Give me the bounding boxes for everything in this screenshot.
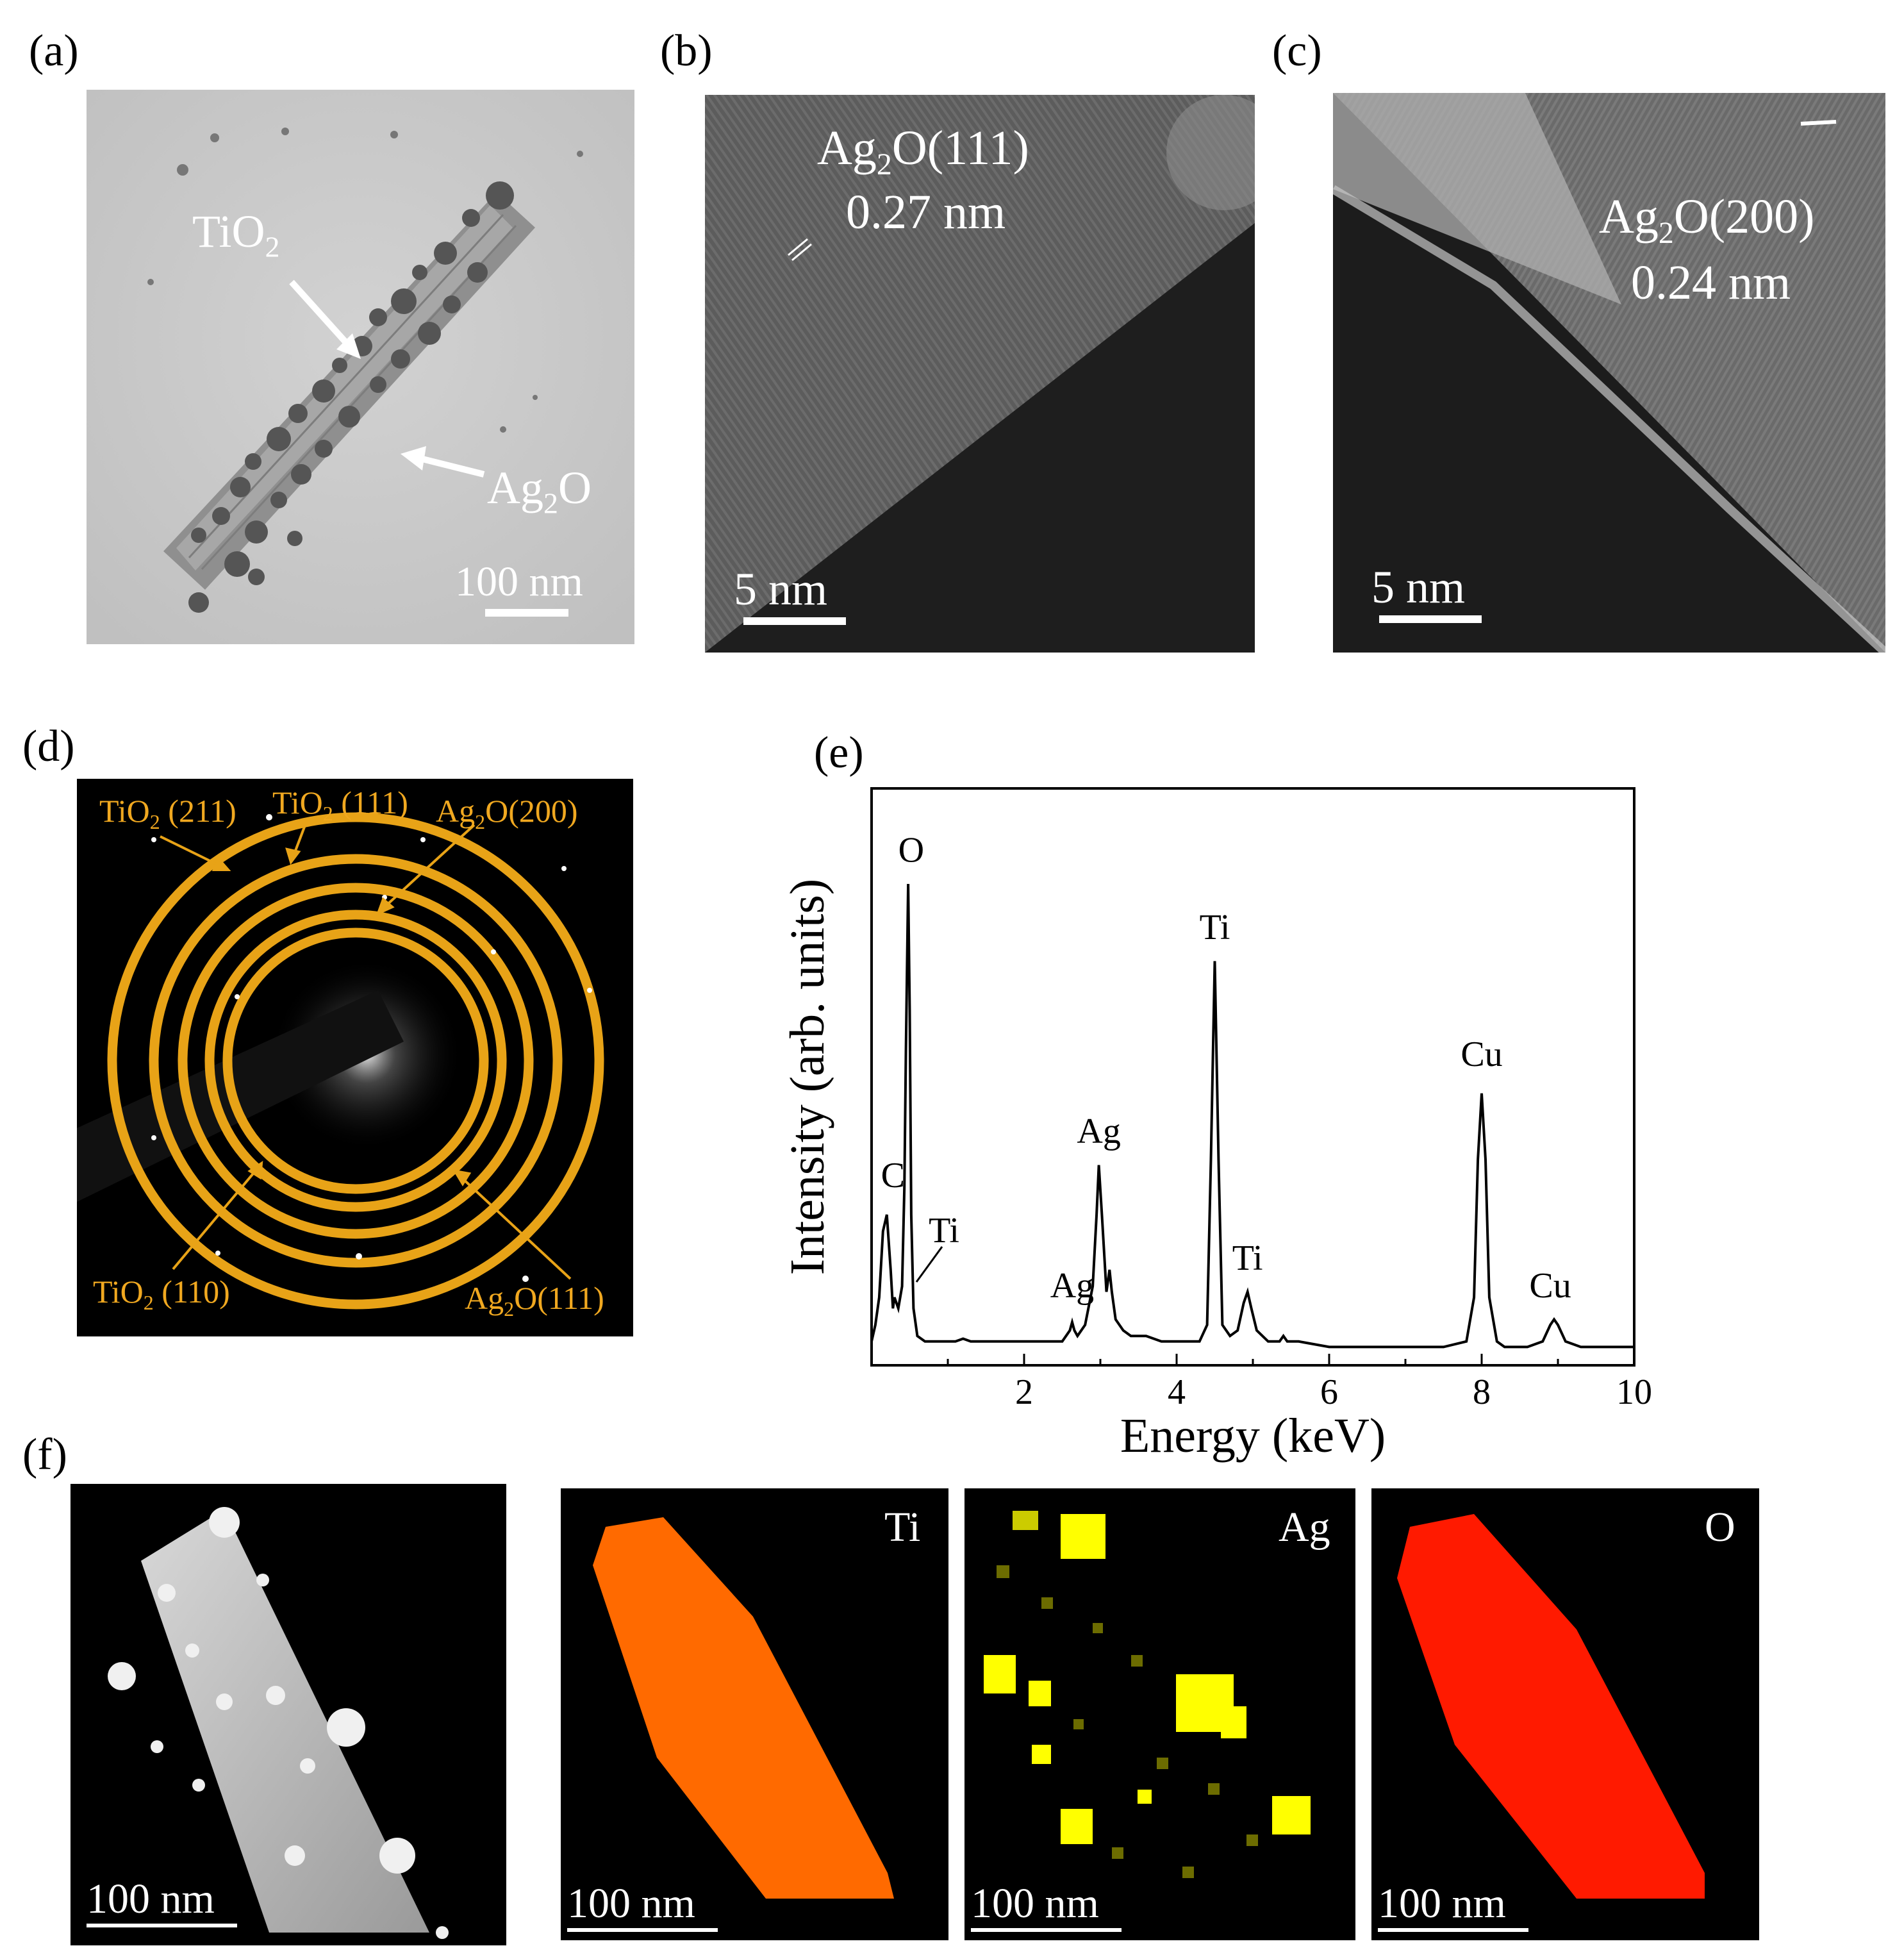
panel-label-c: (c) bbox=[1272, 26, 1322, 76]
scale-bar-label-stem: 100 nm bbox=[87, 1876, 215, 1922]
ring-tio2-110 bbox=[222, 928, 489, 1194]
ag2o-arrow bbox=[418, 455, 485, 478]
panel-label-b: (b) bbox=[660, 26, 713, 76]
eds-map-o: O 100 nm bbox=[1371, 1488, 1759, 1940]
eds-spectrum-chart: 2 4 6 8 10 O C Ti Ti Ag Ag Ti Cu Cu Energy (keV) Int… bbox=[781, 787, 1652, 1463]
x-tick-label: 10 bbox=[1616, 1372, 1652, 1412]
saed-graphic bbox=[77, 812, 604, 1310]
stem-image: 100 nm bbox=[70, 1484, 506, 1945]
ring-label-tio2-111: TiO2 (111) bbox=[272, 785, 408, 825]
panel-label-a: (a) bbox=[29, 26, 79, 76]
hrtem-image-c: Ag2O(200) 0.24 nm 5 nm bbox=[1333, 93, 1885, 653]
peak-annotation: C bbox=[881, 1156, 905, 1195]
scale-bar-label-o: 100 nm bbox=[1378, 1880, 1506, 1927]
scale-bar-o bbox=[1378, 1928, 1528, 1932]
peak-annotation: Ag bbox=[1077, 1111, 1120, 1151]
plot-frame bbox=[870, 787, 1635, 1367]
diffraction-rings bbox=[107, 812, 604, 1310]
x-tick-label: 2 bbox=[1015, 1372, 1033, 1412]
saed-pattern-d: TiO2 (211) TiO2 (111) Ag2O(200) TiO2 (11… bbox=[77, 779, 633, 1336]
o-distribution bbox=[1397, 1514, 1705, 1899]
ring-tio2-111 bbox=[149, 854, 563, 1268]
scale-bar-label-a: 100 nm bbox=[455, 558, 583, 605]
scale-bar-label-ag: 100 nm bbox=[971, 1880, 1099, 1927]
x-tick-label: 6 bbox=[1320, 1372, 1338, 1412]
stem-image-graphic bbox=[108, 1507, 449, 1939]
peak-annotation: Ti bbox=[1200, 908, 1230, 947]
map-label-ti: Ti bbox=[884, 1504, 921, 1551]
x-tick-label: 8 bbox=[1473, 1372, 1491, 1412]
plane-label-c: Ag2O(200) bbox=[1599, 190, 1815, 251]
plane-label-b: Ag2O(111) bbox=[817, 121, 1029, 182]
x-axis-title: Energy (keV) bbox=[1120, 1409, 1386, 1463]
ring-label-tio2-211: TiO2 (211) bbox=[99, 793, 236, 833]
hrtem-image-c-graphic bbox=[1333, 93, 1885, 653]
scale-bar-b bbox=[743, 617, 846, 625]
scale-bar-stem bbox=[87, 1924, 237, 1927]
ring-ag2o-111 bbox=[204, 910, 507, 1212]
y-axis-title: Intensity (arb. units) bbox=[781, 879, 834, 1275]
peak-annotation: Cu bbox=[1461, 1035, 1502, 1074]
peak-annotation: Ti bbox=[1232, 1238, 1263, 1278]
eds-map-ag-graphic bbox=[984, 1511, 1311, 1878]
hrtem-image-b-graphic bbox=[705, 95, 1255, 653]
tem-image-a-graphic bbox=[87, 90, 634, 644]
peak-annotation: Ti bbox=[929, 1211, 959, 1251]
scale-bar-ti bbox=[567, 1928, 718, 1932]
ring-tio2-211 bbox=[107, 812, 604, 1310]
scale-bar-label-c: 5 nm bbox=[1371, 562, 1466, 613]
ti-annotation-pointer bbox=[915, 1246, 943, 1283]
peak-annotation: Cu bbox=[1529, 1266, 1571, 1306]
map-label-o: O bbox=[1705, 1504, 1735, 1551]
panel-label-e: (e) bbox=[814, 728, 864, 778]
ring-label-ag2o-111: Ag2O(111) bbox=[465, 1280, 604, 1320]
scale-bar-c bbox=[1379, 615, 1482, 623]
scale-bar-label-ti: 100 nm bbox=[567, 1880, 695, 1927]
eds-spectrum-line bbox=[870, 883, 1634, 1349]
ring-label-tio2-110: TiO2 (110) bbox=[93, 1274, 230, 1314]
panel-label-f: (f) bbox=[22, 1430, 67, 1479]
eds-map-o-graphic bbox=[1397, 1514, 1705, 1899]
ti-distribution bbox=[593, 1517, 894, 1899]
ag2o-label: Ag2O bbox=[487, 462, 592, 520]
eds-map-ag: Ag 100 nm bbox=[964, 1488, 1355, 1940]
spacing-label-b: 0.27 nm bbox=[846, 185, 1006, 239]
arrows-a bbox=[289, 279, 485, 478]
eds-map-ti: Ti 100 nm bbox=[561, 1488, 948, 1940]
tio2-label: TiO2 bbox=[192, 206, 280, 263]
map-label-ag: Ag bbox=[1279, 1504, 1330, 1551]
tem-image-a: TiO2 Ag2O 100 nm bbox=[87, 90, 634, 644]
ring-label-ag2o-200: Ag2O(200) bbox=[436, 793, 578, 833]
scale-bar-a bbox=[485, 609, 568, 617]
panel-label-d: (d) bbox=[22, 722, 75, 771]
eds-map-ti-graphic bbox=[593, 1517, 894, 1899]
hrtem-image-b: Ag2O(111) 0.27 nm 5 nm bbox=[705, 95, 1255, 653]
tio2-arrow bbox=[289, 279, 352, 349]
scale-bar-ag bbox=[971, 1928, 1122, 1932]
x-tick-label: 4 bbox=[1168, 1372, 1186, 1412]
peak-annotation: Ag bbox=[1050, 1266, 1094, 1306]
peak-annotation: O bbox=[898, 831, 924, 870]
spacing-label-c: 0.24 nm bbox=[1631, 256, 1791, 310]
scale-bar-label-b: 5 nm bbox=[734, 563, 828, 615]
ring-ag2o-200 bbox=[178, 883, 534, 1239]
